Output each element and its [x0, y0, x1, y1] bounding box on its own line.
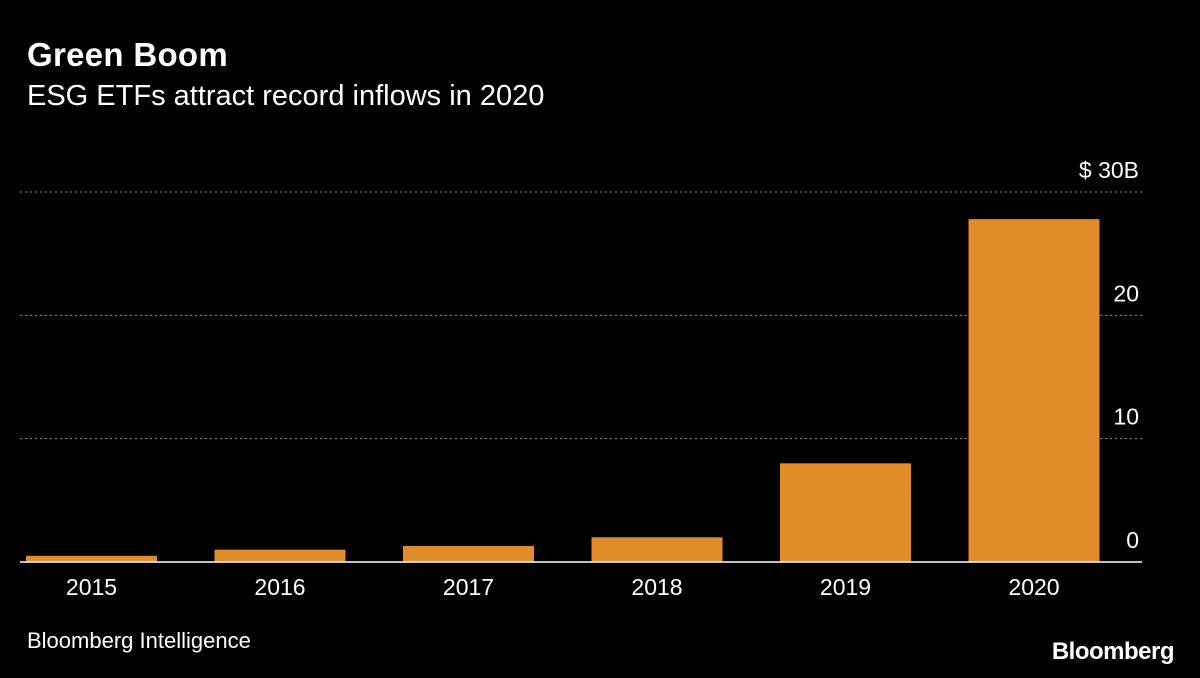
- bar-2017: [403, 545, 534, 562]
- bar-2016: [214, 549, 346, 562]
- gridlines: [20, 191, 1142, 440]
- x-tick-label-2017: 2017: [443, 574, 494, 600]
- bars: [26, 219, 1100, 562]
- x-axis-ticks: 2015 2016 2017 2018 2019 2020: [66, 574, 1060, 600]
- x-tick-label-2015: 2015: [66, 574, 117, 600]
- bar-2019: [780, 463, 911, 562]
- source-note: Bloomberg Intelligence: [27, 628, 251, 653]
- y-axis-ticks: 0 10 20 $ 30B: [1079, 157, 1139, 553]
- chart-title: Green Boom: [27, 36, 229, 73]
- bar-2020: [968, 219, 1100, 562]
- bloomberg-logo: Bloomberg: [1051, 638, 1175, 665]
- y-tick-label-0: 0: [1126, 527, 1139, 553]
- x-tick-label-2018: 2018: [631, 574, 682, 600]
- x-tick-label-2016: 2016: [254, 574, 305, 600]
- chart-subtitle: ESG ETFs attract record inflows in 2020: [27, 80, 545, 112]
- y-tick-label-10: 10: [1113, 404, 1139, 430]
- bar-2015: [26, 555, 157, 562]
- y-tick-label-30: $ 30B: [1079, 157, 1139, 183]
- x-tick-label-2019: 2019: [820, 574, 871, 600]
- x-tick-label-2020: 2020: [1008, 574, 1059, 600]
- bar-2018: [591, 537, 723, 562]
- y-tick-label-20: 20: [1113, 280, 1139, 306]
